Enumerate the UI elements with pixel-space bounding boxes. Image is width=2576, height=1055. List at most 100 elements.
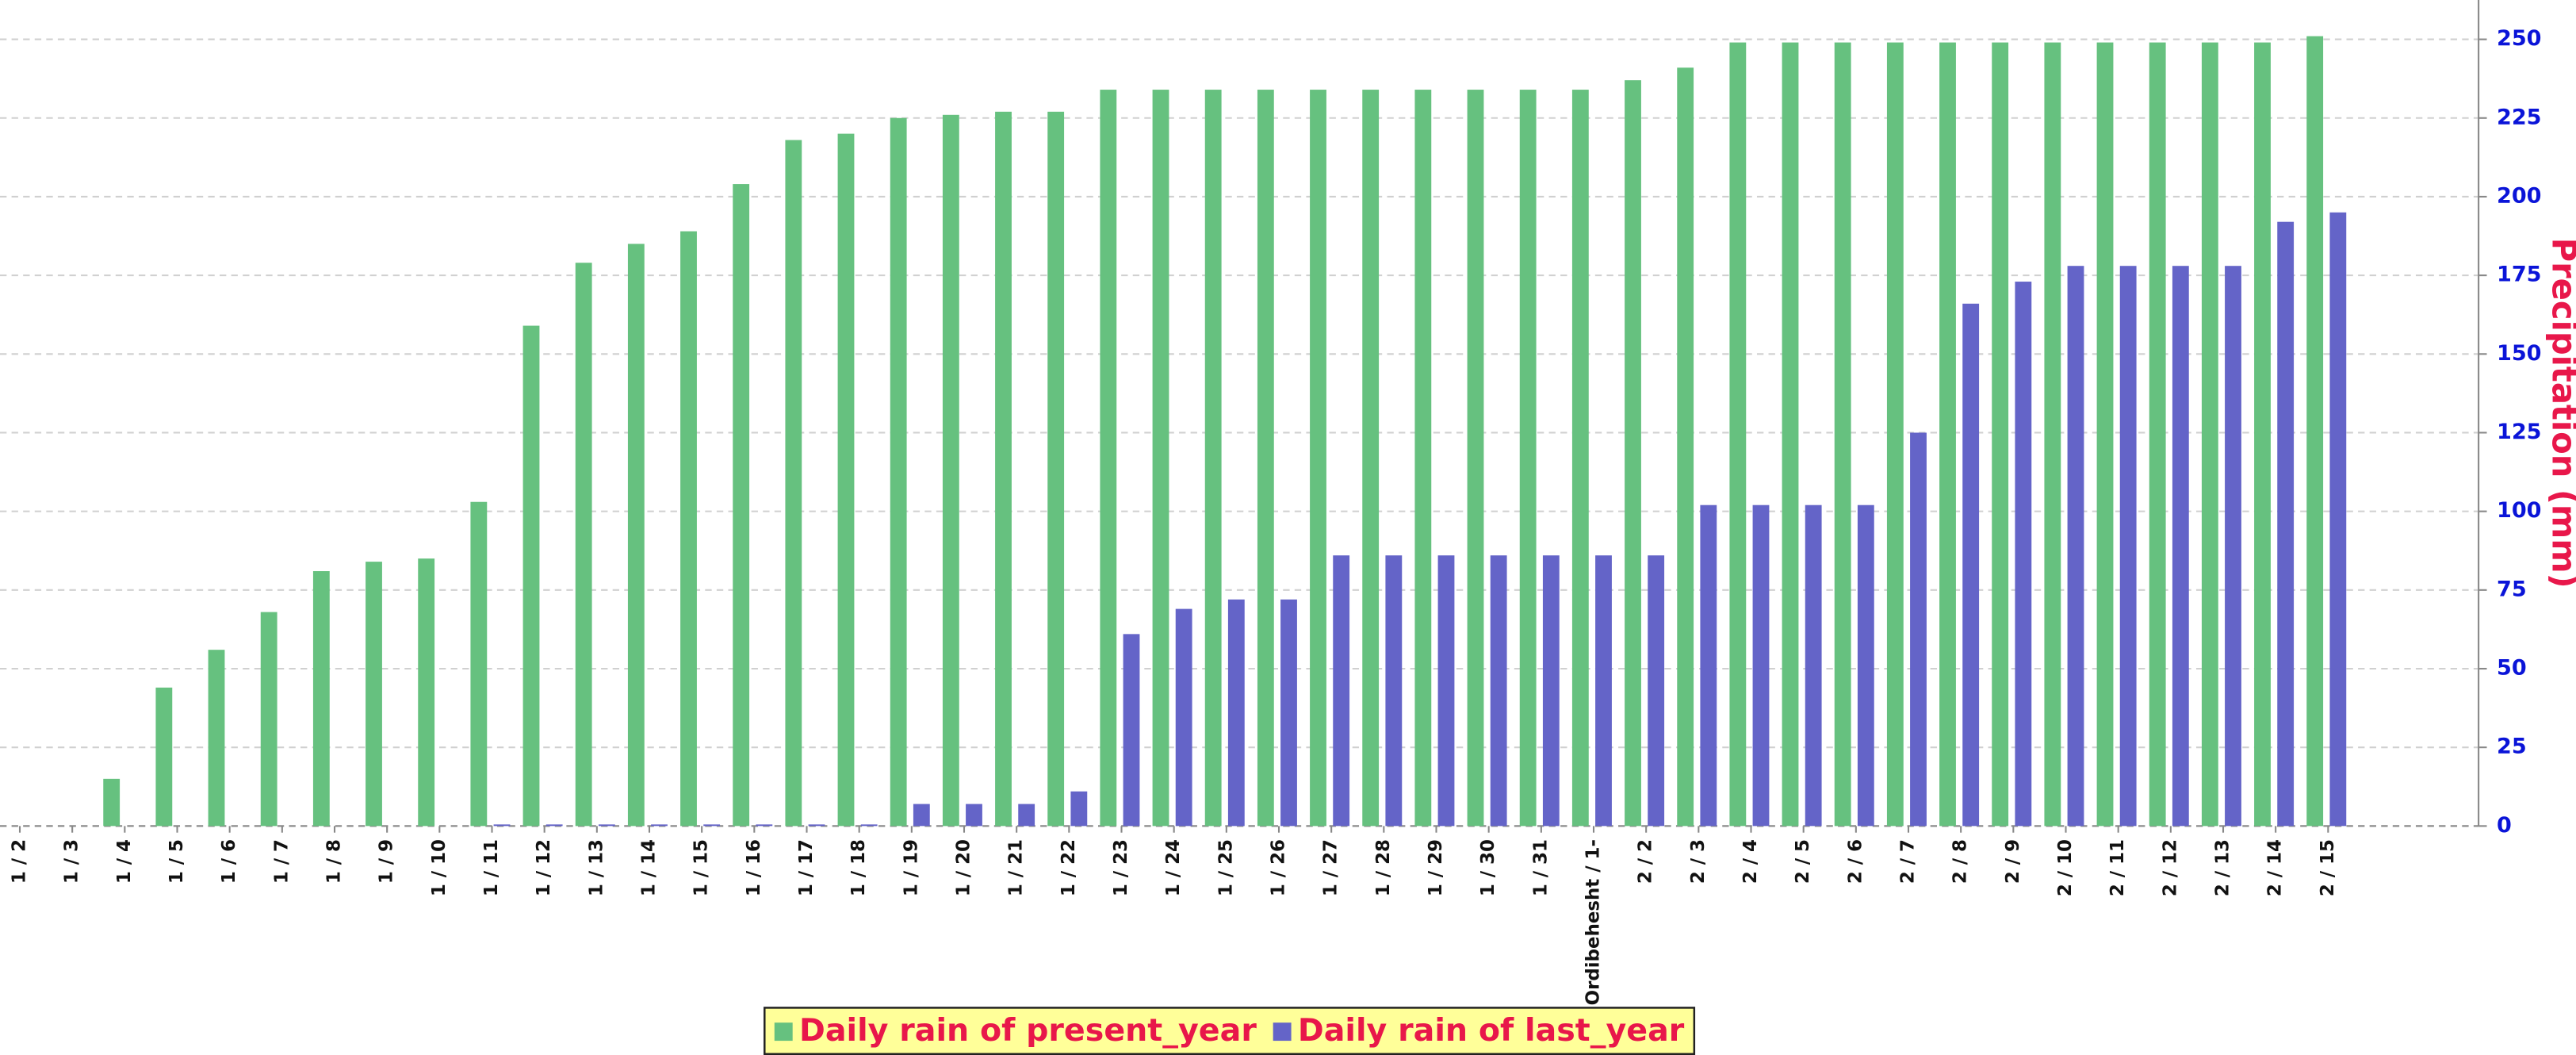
y-tick-label: 0 <box>2497 813 2512 838</box>
bar <box>2119 266 2137 827</box>
x-tick-label: 1 / 21 <box>1006 839 1027 896</box>
y-tick-label: 75 <box>2497 577 2527 601</box>
bar <box>1910 432 1927 827</box>
bar <box>1700 504 1717 827</box>
bar <box>966 804 982 827</box>
bar <box>1886 42 1904 827</box>
bar <box>1414 90 1432 827</box>
bar <box>1962 303 1980 827</box>
bar <box>1519 90 1537 827</box>
legend-label: Daily rain of last_year <box>1298 1012 1685 1049</box>
bar <box>2254 42 2271 827</box>
legend-swatch <box>774 1022 793 1042</box>
legend-label: Daily rain of present_year <box>799 1012 1257 1049</box>
x-tick-label: 1 / 27 <box>1321 839 1342 896</box>
x-tick-label: 1 / 26 <box>1269 839 1289 896</box>
bar <box>545 824 563 827</box>
x-tick-label: 1 / 2 <box>10 839 30 884</box>
bar <box>2277 221 2295 827</box>
bar <box>155 687 173 827</box>
bar <box>1992 42 2009 827</box>
y-tick-label: 225 <box>2497 105 2542 129</box>
x-tick-label: 1 / 14 <box>639 839 660 896</box>
x-tick-label: 2 / 3 <box>1688 839 1709 884</box>
x-tick-label: 1 / 29 <box>1426 839 1446 896</box>
bar <box>680 231 697 827</box>
x-tick-label: 2 / 12 <box>2160 839 2180 896</box>
x-tick-label: 2 / 15 <box>2318 839 2338 896</box>
x-tick-label: 1 / 8 <box>324 839 345 884</box>
y-tick-label: 125 <box>2497 420 2542 444</box>
x-tick-label: 1 / 4 <box>114 839 135 884</box>
bar <box>1018 804 1035 827</box>
bar <box>522 325 540 827</box>
bar <box>1857 504 1874 827</box>
bar <box>733 184 750 827</box>
bar <box>860 824 878 827</box>
x-tick-label: 2 / 4 <box>1740 839 1761 884</box>
bar <box>703 824 721 827</box>
y-axis-label: Precipitation (mm) <box>2544 238 2576 589</box>
bar <box>470 501 488 827</box>
y-tick-label: 250 <box>2497 26 2542 51</box>
bar <box>1729 42 1747 827</box>
bar <box>2329 212 2347 827</box>
bar <box>1625 80 1641 827</box>
bar <box>756 824 773 827</box>
x-tick-label: 1 / 13 <box>586 839 607 896</box>
bar <box>1123 634 1140 827</box>
x-tick-label: 1 / 9 <box>377 839 397 884</box>
bar <box>627 244 645 827</box>
x-tick-label: 2 / 11 <box>2107 839 2128 896</box>
legend-swatch <box>1273 1022 1292 1042</box>
x-tick-label: 2 / 14 <box>2265 839 2286 896</box>
bar <box>1752 504 1770 827</box>
x-tick-label: 1 / 31 <box>1530 839 1551 896</box>
bar <box>1100 90 1117 827</box>
x-tick-label: 1 / 5 <box>167 839 187 884</box>
y-tick-label: 200 <box>2497 183 2542 208</box>
bar <box>1595 555 1612 827</box>
bar <box>1939 42 1956 827</box>
legend-box <box>764 1007 1696 1055</box>
x-tick-label: 2 / 6 <box>1845 839 1866 884</box>
bar <box>942 114 959 827</box>
bar <box>260 612 278 827</box>
bar <box>1257 90 1274 827</box>
x-tick-label: Ordibehesht / 1- <box>1583 839 1604 1005</box>
x-tick-label: 1 / 11 <box>481 839 502 896</box>
bar <box>808 824 825 827</box>
bar <box>1227 599 1245 827</box>
x-tick-label: 2 / 13 <box>2213 839 2233 896</box>
x-tick-label: 2 / 7 <box>1898 839 1919 884</box>
x-tick-label: 1 / 7 <box>271 839 292 884</box>
bar <box>2015 282 2032 827</box>
x-tick-label: 1 / 12 <box>534 839 554 896</box>
bar <box>1677 67 1694 827</box>
x-tick-label: 1 / 30 <box>1478 839 1499 896</box>
bar <box>312 571 330 827</box>
bar <box>575 263 592 827</box>
bar <box>651 824 668 827</box>
bar <box>2225 266 2241 827</box>
bar <box>1571 90 1589 827</box>
bar <box>890 117 907 827</box>
bar <box>366 562 382 827</box>
bar <box>208 650 225 827</box>
y-tick-label: 25 <box>2497 735 2527 759</box>
bar <box>785 140 802 827</box>
x-tick-label: 1 / 16 <box>744 839 764 896</box>
x-tick-label: 1 / 24 <box>1163 839 1184 896</box>
bar <box>1834 42 1851 827</box>
bar <box>1805 504 1822 827</box>
x-tick-label: 2 / 9 <box>2003 839 2023 884</box>
bar <box>493 824 511 827</box>
x-tick-label: 1 / 22 <box>1058 839 1079 896</box>
bar <box>913 804 930 827</box>
x-tick-label: 1 / 20 <box>954 839 974 896</box>
bar <box>1204 90 1222 827</box>
bar <box>1047 111 1065 827</box>
bar <box>2306 36 2324 827</box>
